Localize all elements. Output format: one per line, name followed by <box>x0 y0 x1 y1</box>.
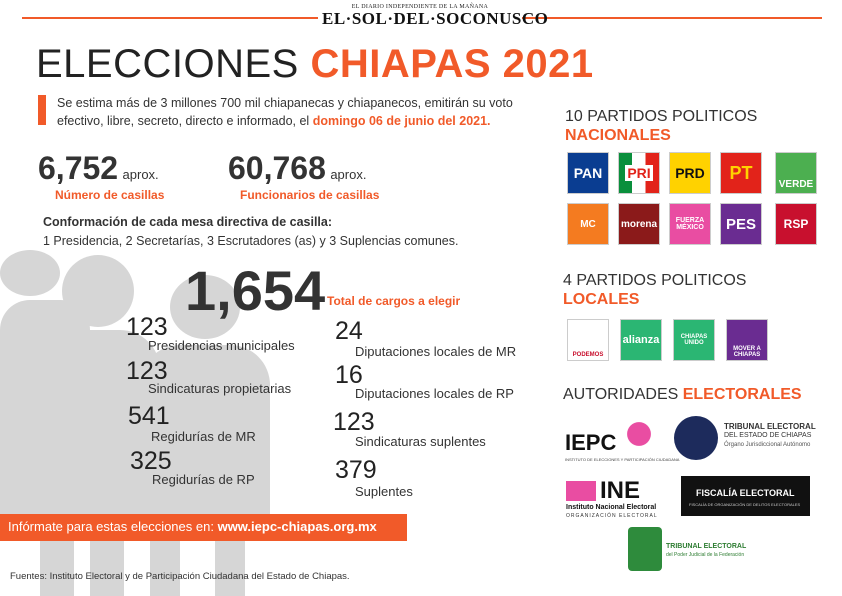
party-label: PRI <box>625 165 653 181</box>
ine-sublabel2: ORGANIZACIÓN ELECTORAL <box>566 513 658 519</box>
title-part1: ELECCIONES <box>36 42 299 86</box>
tepjf-emblem <box>628 527 662 571</box>
party-logo-prd: PRD <box>669 152 711 194</box>
masthead: EL DIARIO INDEPENDIENTE DE LA MAÑANA EL·… <box>322 4 549 28</box>
cargo-label: Suplentes <box>355 484 413 499</box>
party-logo-pan: PAN <box>567 152 609 194</box>
intro-accent-bar <box>38 95 46 125</box>
cargo-label: Sindicaturas suplentes <box>355 434 486 449</box>
masthead-name: EL·SOL·DEL·SOCONUSCO <box>322 9 549 28</box>
casillas-label: Número de casillas <box>55 188 165 202</box>
cargo-label: Sindicaturas propietarias <box>148 381 292 396</box>
intro-date: domingo 06 de junio del 2021. <box>312 114 491 128</box>
cargo-number: 325 <box>130 447 172 475</box>
casillas-number: 6,752 <box>38 150 119 186</box>
tribunal-estatal-label: TRIBUNAL ELECTORAL <box>724 422 816 431</box>
funcionarios-label: Funcionarios de casillas <box>240 188 380 202</box>
party-label: FUERZA MÉXICO <box>675 217 705 231</box>
nacionales-subtitle: NACIONALES <box>565 127 671 144</box>
masthead-rule-right <box>522 17 822 19</box>
party-logo-fuerza-mexico: FUERZA MÉXICO <box>669 203 711 245</box>
web-prefix: Infórmate para estas elecciones en: <box>8 519 214 534</box>
cargo-label: Diputaciones locales de MR <box>355 344 517 359</box>
casillas-aprox: aprox. <box>122 167 159 182</box>
autoridades-title1: AUTORIDADES <box>563 386 679 403</box>
locales-subtitle: LOCALES <box>563 291 640 308</box>
cargo-label: Regidurías de RP <box>152 472 255 487</box>
cargo-number: 123 <box>126 357 168 385</box>
web-banner-text: Infórmate para estas elecciones en: www.… <box>8 519 377 534</box>
party-label: PES <box>725 215 756 233</box>
ine-label: INE <box>600 477 641 504</box>
party-logo-verde: VERDE <box>775 152 817 194</box>
ine-emblem <box>566 481 596 501</box>
iepc-label: IEPC <box>565 430 617 455</box>
party-logo-rsp: RSP <box>775 203 817 245</box>
web-url-link[interactable]: www.iepc-chiapas.org.mx <box>217 519 377 534</box>
party-label: RSP <box>783 217 809 231</box>
party-label: VERDE <box>778 179 814 190</box>
intro-body: Se estima más de 3 millones 700 mil chia… <box>57 96 513 128</box>
fiscalia-label: FISCALÍA ELECTORAL <box>696 488 795 498</box>
autoridades-title2: ELECTORALES <box>682 386 802 403</box>
web-banner: Infórmate para estas elecciones en: www.… <box>0 514 407 541</box>
fiscalia-sublabel: FISCALÍA DE ORGANIZACIÓN DE DELITOS ELEC… <box>689 502 801 507</box>
autoridades-title: AUTORIDADES ELECTORALES <box>563 386 802 404</box>
sources-footnote: Fuentes: Instituto Electoral y de Partic… <box>10 571 350 582</box>
cargo-label: Presidencias municipales <box>148 338 295 353</box>
cargo-label: Diputaciones locales de RP <box>355 386 514 401</box>
cargo-number: 379 <box>335 456 377 484</box>
cargo-number: 16 <box>335 361 363 389</box>
party-label: PODEMOS <box>572 352 604 358</box>
intro-text: Se estima más de 3 millones 700 mil chia… <box>57 94 547 130</box>
cargo-number: 24 <box>335 317 363 345</box>
party-label: CHIAPAS UNIDO <box>680 334 708 346</box>
conformacion-text: 1 Presidencia, 2 Secretarías, 3 Escrutad… <box>43 234 459 248</box>
cargo-number: 123 <box>333 408 375 436</box>
title-part2: CHIAPAS 2021 <box>310 42 594 86</box>
conformacion-title: Conformación de cada mesa directiva de c… <box>43 215 333 229</box>
ine-sublabel: Instituto Nacional Electoral <box>566 504 657 511</box>
party-label: PAN <box>573 165 603 181</box>
nacionales-title: 10 PARTIDOS POLITICOS <box>565 108 758 125</box>
iepc-emblem <box>618 414 660 454</box>
tepjf-label: TRIBUNAL ELECTORAL <box>666 543 747 550</box>
party-label: morena <box>620 218 658 230</box>
masthead-rule-left <box>22 17 318 19</box>
party-logo-chiapas-unido: CHIAPAS UNIDO <box>673 319 715 361</box>
masthead-subtitle: EL DIARIO INDEPENDIENTE DE LA MAÑANA <box>351 4 489 10</box>
party-logo-mc: MC <box>567 203 609 245</box>
cargo-number: 123 <box>126 313 168 341</box>
stat-funcionarios: 60,768 aprox. <box>228 150 366 187</box>
party-label: alianza <box>622 334 660 346</box>
party-label: PT <box>729 162 753 183</box>
party-logo-pes: PES <box>720 203 762 245</box>
cargo-number: 541 <box>128 402 170 430</box>
tribunal-emblem <box>674 416 718 460</box>
party-label: PRD <box>675 165 705 181</box>
party-logo-alianza: alianza <box>620 319 662 361</box>
party-logo-morena: morena <box>618 203 660 245</box>
tribunal-estatal-sublabel2: Órgano Jurisdiccional Autónomo <box>724 442 811 448</box>
tribunal-estatal-sublabel: DEL ESTADO DE CHIAPAS <box>724 432 812 439</box>
party-logo-podemos: PODEMOS <box>567 319 609 361</box>
total-cargos-label: Total de cargos a elegir <box>327 294 461 308</box>
cargo-label: Regidurías de MR <box>151 429 256 444</box>
total-cargos-number: 1,654 <box>185 259 326 322</box>
stat-casillas: 6,752 aprox. <box>38 150 159 187</box>
iepc-sublabel: INSTITUTO DE ELECCIONES Y PARTICIPACIÓN … <box>565 457 680 462</box>
party-label: MC <box>580 218 596 230</box>
party-label: MOVER A CHIAPAS <box>733 346 761 358</box>
locales-title: 4 PARTIDOS POLITICOS <box>563 272 747 289</box>
funcionarios-number: 60,768 <box>228 150 326 186</box>
party-logo-pri: PRI <box>618 152 660 194</box>
funcionarios-aprox: aprox. <box>330 167 367 182</box>
page-title: ELECCIONES CHIAPAS 2021 <box>36 42 594 87</box>
tepjf-sublabel: del Poder Judicial de la Federación <box>666 552 745 558</box>
party-logo-mover-a-chiapas: MOVER A CHIAPAS <box>726 319 768 361</box>
fiscalia-logo: FISCALÍA ELECTORAL FISCALÍA DE ORGANIZAC… <box>681 476 810 516</box>
party-logo-pt: PT <box>720 152 762 194</box>
